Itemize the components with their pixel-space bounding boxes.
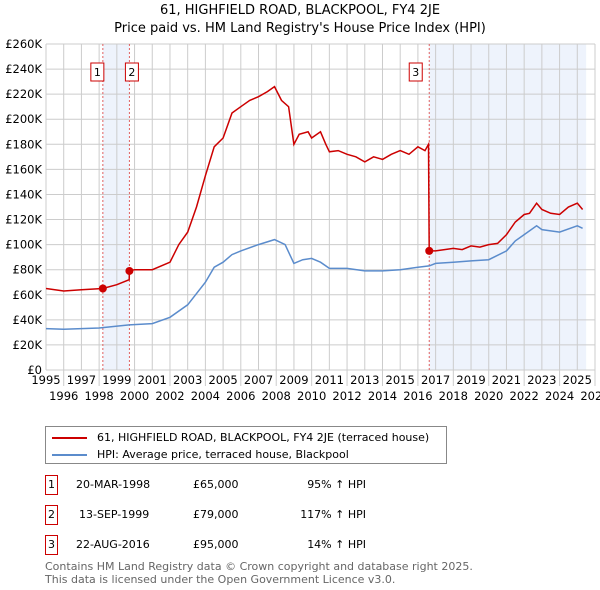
x-tick-label: 2023 bbox=[527, 373, 556, 387]
shaded-region bbox=[102, 44, 130, 370]
sale-label-box bbox=[408, 62, 423, 82]
sale-row-1: 1 20-MAR-1998 £65,000 95% ↑ HPI bbox=[45, 475, 445, 495]
sale-hpi: 95% ↑ HPI bbox=[307, 478, 366, 491]
x-tick-label: 2022 bbox=[510, 389, 539, 403]
sale-marker-label: 3 bbox=[45, 535, 58, 555]
x-tick-label: 1995 bbox=[31, 373, 60, 387]
sale-label: 3 bbox=[412, 66, 419, 79]
x-tick-label: 1998 bbox=[84, 389, 113, 403]
x-tick-label: 1996 bbox=[49, 389, 78, 403]
x-tick-label: 2016 bbox=[403, 389, 432, 403]
x-tick-label: 2005 bbox=[208, 373, 237, 387]
sale-date: 13-SEP-1999 bbox=[79, 508, 150, 521]
x-tick-label: 2018 bbox=[439, 389, 468, 403]
legend-swatch-hpi bbox=[52, 453, 87, 456]
x-tick-label: 1997 bbox=[67, 373, 96, 387]
y-tick-label: £100K bbox=[5, 238, 42, 252]
sale-label: 2 bbox=[128, 66, 135, 79]
y-tick-label: £240K bbox=[5, 62, 42, 76]
y-tick-label: £140K bbox=[5, 187, 42, 201]
sale-date: 22-AUG-2016 bbox=[76, 538, 150, 551]
sale-label-box bbox=[124, 62, 139, 82]
sale-hpi: 14% ↑ HPI bbox=[307, 538, 366, 551]
x-tick-label: 2012 bbox=[332, 389, 361, 403]
x-tick-label: 2007 bbox=[244, 373, 273, 387]
x-tick-label: 2026 bbox=[580, 389, 600, 403]
sale-price: £65,000 bbox=[193, 478, 239, 491]
legend: 61, HIGHFIELD ROAD, BLACKPOOL, FY4 2JE (… bbox=[45, 426, 447, 464]
sale-point bbox=[125, 266, 134, 275]
footer-line: This data is licensed under the Open Gov… bbox=[45, 573, 396, 586]
sale-label-box bbox=[90, 62, 105, 82]
x-tick-label: 2019 bbox=[456, 373, 485, 387]
y-tick-label: £20K bbox=[13, 338, 43, 352]
sale-price: £79,000 bbox=[193, 508, 239, 521]
x-tick-label: 2014 bbox=[368, 389, 397, 403]
y-tick-label: £180K bbox=[5, 137, 42, 151]
x-tick-label: 2006 bbox=[226, 389, 255, 403]
x-tick-label: 2015 bbox=[386, 373, 415, 387]
hpi-line bbox=[45, 224, 583, 331]
footer: Contains HM Land Registry data © Crown c… bbox=[45, 560, 473, 586]
y-tick-label: £200K bbox=[5, 112, 42, 126]
sale-marker-label: 2 bbox=[45, 505, 58, 525]
x-tick-label: 2024 bbox=[545, 389, 574, 403]
x-tick-label: 2000 bbox=[120, 389, 149, 403]
x-tick-label: 2011 bbox=[315, 373, 344, 387]
y-tick-label: £40K bbox=[13, 313, 43, 327]
x-tick-label: 1999 bbox=[102, 373, 131, 387]
x-tick-label: 2001 bbox=[138, 373, 167, 387]
sale-row-3: 3 22-AUG-2016 £95,000 14% ↑ HPI bbox=[45, 535, 445, 555]
chart-title: 61, HIGHFIELD ROAD, BLACKPOOL, FY4 2JE bbox=[159, 3, 441, 18]
x-tick-label: 2021 bbox=[492, 373, 521, 387]
x-tick-label: 2008 bbox=[262, 389, 291, 403]
plot-area: 1995 1996 1997 1998 1999 2000 2001 2002 2003 2004… bbox=[5, 37, 600, 403]
sale-row-2: 2 13-SEP-1999 £79,000 117% ↑ HPI bbox=[45, 505, 445, 525]
legend-swatch-property bbox=[52, 436, 87, 439]
y-tick-label: £0 bbox=[27, 363, 42, 377]
shaded-region bbox=[429, 44, 587, 370]
sale-marker-label: 1 bbox=[45, 475, 58, 495]
x-tick-label: 2017 bbox=[421, 373, 450, 387]
legend-label-property: 61, HIGHFIELD ROAD, BLACKPOOL, FY4 2JE (… bbox=[97, 431, 430, 444]
y-tick-label: £120K bbox=[5, 213, 42, 227]
x-tick-label: 2025 bbox=[563, 373, 592, 387]
x-tick-label: 2020 bbox=[474, 389, 503, 403]
property-line bbox=[45, 85, 584, 292]
footer-line: Contains HM Land Registry data © Crown c… bbox=[45, 560, 473, 573]
x-tick-label: 2013 bbox=[350, 373, 379, 387]
sale-hpi: 117% ↑ HPI bbox=[300, 508, 366, 521]
y-tick-label: £260K bbox=[5, 37, 42, 51]
chart-subtitle: Price paid vs. HM Land Registry's House … bbox=[114, 21, 486, 36]
x-tick-label: 2004 bbox=[191, 389, 220, 403]
legend-label-hpi: HPI: Average price, terraced house, Blac… bbox=[97, 448, 349, 461]
sale-date: 20-MAR-1998 bbox=[76, 478, 151, 491]
y-tick-label: £220K bbox=[5, 87, 42, 101]
sale-point bbox=[98, 284, 107, 293]
y-tick-label: £160K bbox=[5, 162, 42, 176]
x-tick-label: 2009 bbox=[279, 373, 308, 387]
sale-point bbox=[425, 246, 434, 255]
x-tick-label: 2003 bbox=[173, 373, 202, 387]
x-tick-label: 2002 bbox=[155, 389, 184, 403]
y-tick-label: £60K bbox=[13, 288, 43, 302]
sale-label: 1 bbox=[94, 66, 101, 79]
x-tick-label: 2010 bbox=[297, 389, 326, 403]
y-tick-label: £80K bbox=[13, 263, 43, 277]
sale-price: £95,000 bbox=[193, 538, 239, 551]
